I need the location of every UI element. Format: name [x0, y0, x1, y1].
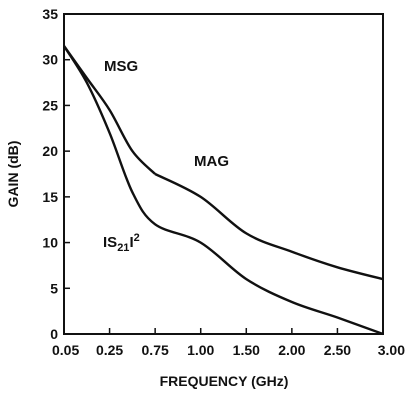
y-tick-label: 20 [42, 143, 58, 159]
y-tick-label: 0 [50, 326, 58, 342]
mag-curve [154, 172, 384, 281]
y-tick-label: 5 [50, 280, 58, 296]
s21-label-prefix: IS [103, 234, 117, 251]
y-tick-label: 35 [42, 6, 58, 22]
y-axis-ticks: 0 5 10 15 20 25 30 35 [42, 6, 70, 342]
series-lines [62, 45, 384, 336]
x-tick-label: 1.50 [233, 342, 260, 358]
x-tick-label: 0.05 [52, 342, 79, 358]
msg-label: MSG [104, 58, 138, 75]
y-tick-label: 15 [42, 189, 58, 205]
x-tick-label: 0.25 [96, 342, 123, 358]
s21-label-sup: 2 [134, 232, 140, 244]
x-tick-label: 1.00 [187, 342, 214, 358]
x-tick-label: 3.00 [378, 342, 405, 358]
x-tick-label: 0.75 [142, 342, 169, 358]
x-axis-ticks: 0.05 0.25 0.75 1.00 1.50 2.00 2.50 3.00 [52, 328, 405, 358]
y-tick-label: 25 [42, 97, 58, 113]
y-axis-title: GAIN (dB) [5, 141, 21, 208]
x-axis-title: FREQUENCY (GHz) [160, 373, 289, 389]
s21-label-sub: 21 [117, 242, 129, 254]
s21-label-suffix: I [129, 234, 133, 251]
x-tick-label: 2.00 [278, 342, 305, 358]
y-tick-label: 10 [42, 235, 58, 251]
plot-frame [63, 13, 384, 335]
s21-label: IS21I2 [103, 232, 140, 254]
y-tick-label: 30 [42, 52, 58, 68]
s21-curve [62, 45, 384, 336]
x-tick-label: 2.50 [324, 342, 351, 358]
mag-label: MAG [194, 153, 229, 170]
